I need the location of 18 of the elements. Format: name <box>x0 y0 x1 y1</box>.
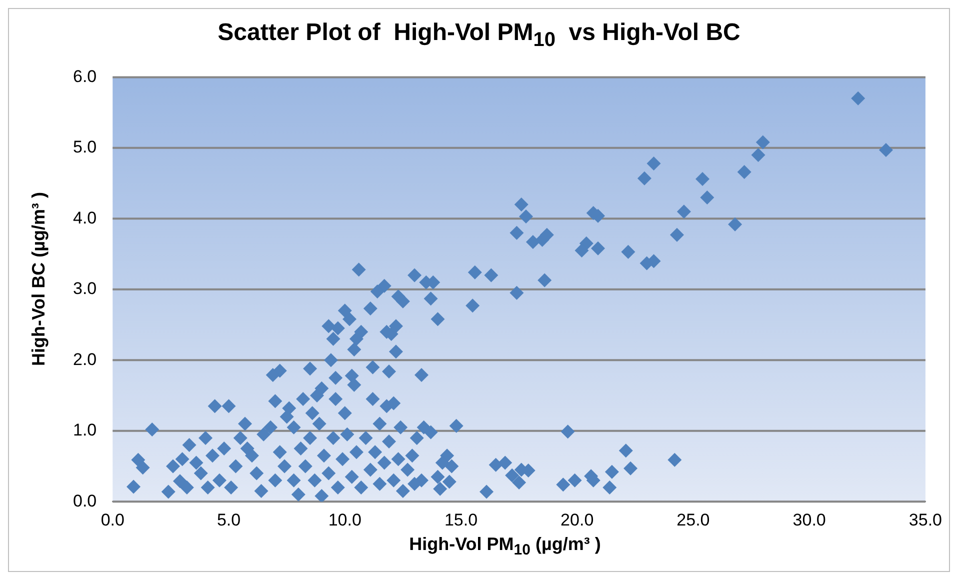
y-tick-label: 6.0 <box>72 66 97 86</box>
chart-title: Scatter Plot of High-Vol PM$_{10}$ vs High-Vol BC <box>216 19 742 52</box>
y-tick-label: 0.0 <box>72 491 97 510</box>
x-tick-label: 5.0 <box>216 510 241 530</box>
x-axis-title: High-Vol PM$_{10}$ (µg/m³ ) <box>408 534 602 559</box>
x-tick-label: 0.0 <box>100 510 124 530</box>
x-tick-label: 15.0 <box>444 510 478 530</box>
y-tick-label: 1.0 <box>72 420 97 440</box>
x-tick-label: 25.0 <box>676 510 710 530</box>
y-tick-label: 2.0 <box>72 350 97 369</box>
y-tick-label: 3.0 <box>72 279 97 298</box>
x-tick-label: 10.0 <box>328 510 362 530</box>
y-tick-label: 5.0 <box>72 138 97 157</box>
y-axis-title: High-Vol BC (µg/m³ ) <box>28 192 50 366</box>
x-tick-label: 30.0 <box>792 510 826 530</box>
x-tick-label: 35.0 <box>908 510 942 530</box>
y-tick-label: 4.0 <box>72 208 97 228</box>
x-tick-label: 20.0 <box>560 510 594 530</box>
